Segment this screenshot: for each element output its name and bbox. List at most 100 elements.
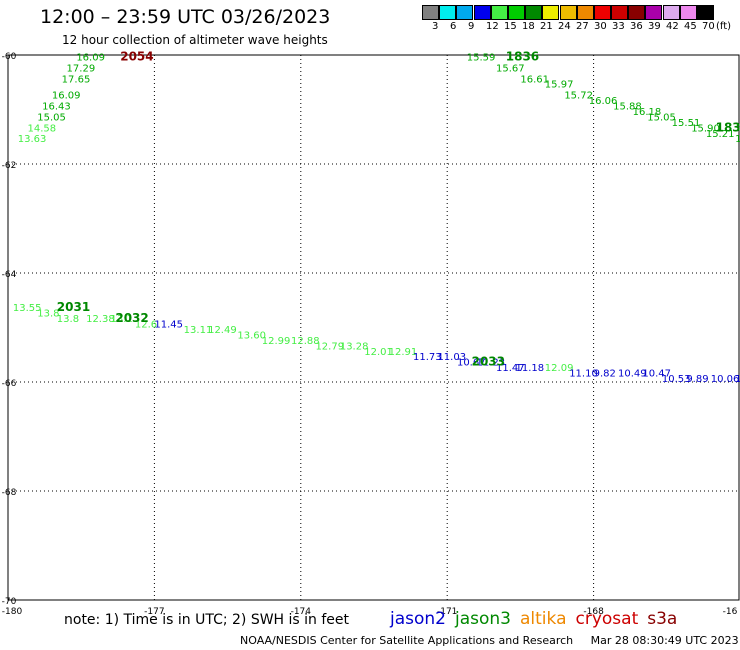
color-swatch bbox=[507, 5, 525, 20]
wave-height-label: 13.63 bbox=[18, 134, 47, 145]
time-label: 2054 bbox=[120, 49, 153, 63]
footer-source: NOAA/NESDIS Center for Satellite Applica… bbox=[240, 634, 574, 647]
y-tick-label: -68 bbox=[2, 488, 17, 498]
wave-height-label: 11.23 bbox=[476, 358, 505, 369]
x-tick-label: -180 bbox=[2, 607, 23, 617]
wave-height-label: 12.99 bbox=[262, 336, 291, 347]
wave-height-label: 13.1 bbox=[110, 314, 132, 325]
wave-height-label: 15.51 bbox=[672, 118, 701, 129]
color-scale-bar bbox=[422, 5, 714, 20]
wave-height-label: 13.28 bbox=[340, 341, 369, 352]
time-label: 2031 bbox=[57, 300, 90, 314]
wave-height-label: 16.61 bbox=[520, 74, 549, 85]
color-scale-label: (ft) bbox=[716, 21, 732, 32]
page-title: 12:00 – 23:59 UTC 03/26/2023 bbox=[40, 6, 331, 28]
color-swatch bbox=[645, 5, 663, 20]
wave-height-label: 17.65 bbox=[62, 74, 91, 85]
time-label: 1836 bbox=[506, 49, 539, 63]
legend-jason3: jason3 bbox=[455, 609, 511, 629]
wave-height-label: 15.88 bbox=[613, 102, 642, 113]
wave-height-label: 15.90 bbox=[691, 123, 720, 134]
color-scale-label: 70 bbox=[702, 21, 715, 32]
page-subtitle: 12 hour collection of altimeter wave hei… bbox=[62, 33, 328, 47]
color-scale-label: 45 bbox=[684, 21, 697, 32]
color-swatch bbox=[422, 5, 439, 20]
wave-height-label: 15.97 bbox=[545, 80, 574, 91]
color-swatch bbox=[473, 5, 491, 20]
color-swatch bbox=[490, 5, 508, 20]
wave-height-label: 10.1 bbox=[735, 374, 740, 385]
x-tick-label: -177 bbox=[144, 607, 164, 617]
wave-height-label: 15.05 bbox=[37, 112, 66, 123]
legend-altika: altika bbox=[520, 609, 567, 629]
color-swatch bbox=[439, 5, 457, 20]
wave-height-label: 12.88 bbox=[291, 336, 320, 347]
wave-height-label: 12.6 bbox=[135, 320, 157, 331]
color-scale-labels: 3 6 9 12 15 18 21 24 27 30 33 36 39 42 45 70 (ft) bbox=[422, 21, 740, 35]
wave-height-label: 11.73 bbox=[413, 352, 442, 363]
color-scale-label: 3 bbox=[432, 21, 439, 32]
wave-height-label: 12.79 bbox=[315, 341, 344, 352]
wave-height-label: 13.55 bbox=[13, 303, 42, 314]
y-tick-label: -60 bbox=[2, 52, 17, 62]
color-scale-label: 21 bbox=[540, 21, 553, 32]
color-scale-label: 39 bbox=[648, 21, 661, 32]
x-tick-label: -16 bbox=[723, 607, 738, 617]
wave-height-label: 10.06 bbox=[711, 374, 740, 385]
wave-height-label: 11.18 bbox=[516, 363, 545, 374]
color-swatch bbox=[679, 5, 697, 20]
color-scale-label: 15 bbox=[504, 21, 517, 32]
color-scale-label: 36 bbox=[630, 21, 643, 32]
wave-height-label: 13.11 bbox=[184, 325, 213, 336]
color-swatch bbox=[525, 5, 543, 20]
color-scale-label: 9 bbox=[468, 21, 475, 32]
wave-height-label: 11.47 bbox=[496, 363, 525, 374]
color-scale-label: 33 bbox=[612, 21, 625, 32]
color-swatch bbox=[611, 5, 629, 20]
color-scale-label: 6 bbox=[450, 21, 457, 32]
wave-height-label: 12.01 bbox=[364, 347, 393, 358]
wave-height-label: 12.09 bbox=[545, 363, 574, 374]
color-scale-label: 30 bbox=[594, 21, 607, 32]
color-swatch bbox=[593, 5, 611, 20]
wave-height-label: 15.29 bbox=[735, 134, 740, 145]
y-tick-label: -62 bbox=[2, 161, 17, 171]
note-text: note: 1) Time is in UTC; 2) SWH is in fe… bbox=[64, 612, 350, 628]
color-swatch bbox=[628, 5, 646, 20]
color-scale-label: 18 bbox=[522, 21, 535, 32]
wave-height-label: 16.06 bbox=[589, 96, 618, 107]
color-swatch bbox=[456, 5, 474, 20]
wave-height-label: 13.8 bbox=[57, 314, 79, 325]
wave-height-label: 16.43 bbox=[42, 102, 71, 113]
wave-height-label: 10.67 bbox=[457, 358, 486, 369]
wave-height-label: 10.47 bbox=[642, 369, 671, 380]
y-tick-label: -64 bbox=[2, 270, 17, 280]
wave-height-label: 9.82 bbox=[594, 369, 616, 380]
wave-height-label: 13.8 bbox=[37, 309, 59, 320]
color-scale-label: 27 bbox=[576, 21, 589, 32]
wave-height-label: 13.60 bbox=[237, 330, 266, 341]
satellite-legend: jason2 jason3 altika cryosat s3a bbox=[390, 609, 686, 629]
wave-height-label: 11.45 bbox=[154, 320, 183, 331]
wave-height-label: 14.58 bbox=[28, 123, 57, 134]
wave-height-label: 17.29 bbox=[67, 63, 96, 74]
y-tick-label: -66 bbox=[2, 379, 17, 389]
x-tick-label: -174 bbox=[291, 607, 312, 617]
legend-s3a: s3a bbox=[647, 609, 678, 629]
wave-height-label: 10.49 bbox=[618, 369, 647, 380]
wave-height-label: 15.72 bbox=[564, 91, 593, 102]
color-swatch bbox=[662, 5, 680, 20]
wave-height-label: 16.09 bbox=[52, 91, 81, 102]
legend-jason2: jason2 bbox=[390, 609, 446, 629]
color-scale-label: 12 bbox=[486, 21, 499, 32]
wave-height-label: 15.59 bbox=[467, 52, 496, 63]
wave-height-label: 16.09 bbox=[76, 52, 105, 63]
wave-height-label: 11.03 bbox=[437, 352, 466, 363]
footer-timestamp: Mar 28 08:30:49 UTC 2023 bbox=[590, 634, 739, 647]
wave-height-label: 10.53 bbox=[662, 374, 691, 385]
wave-height-label: 12.38 bbox=[86, 314, 115, 325]
time-label: 2032 bbox=[115, 311, 148, 325]
color-scale-label: 42 bbox=[666, 21, 679, 32]
wave-height-label: 15.21 bbox=[706, 129, 735, 140]
